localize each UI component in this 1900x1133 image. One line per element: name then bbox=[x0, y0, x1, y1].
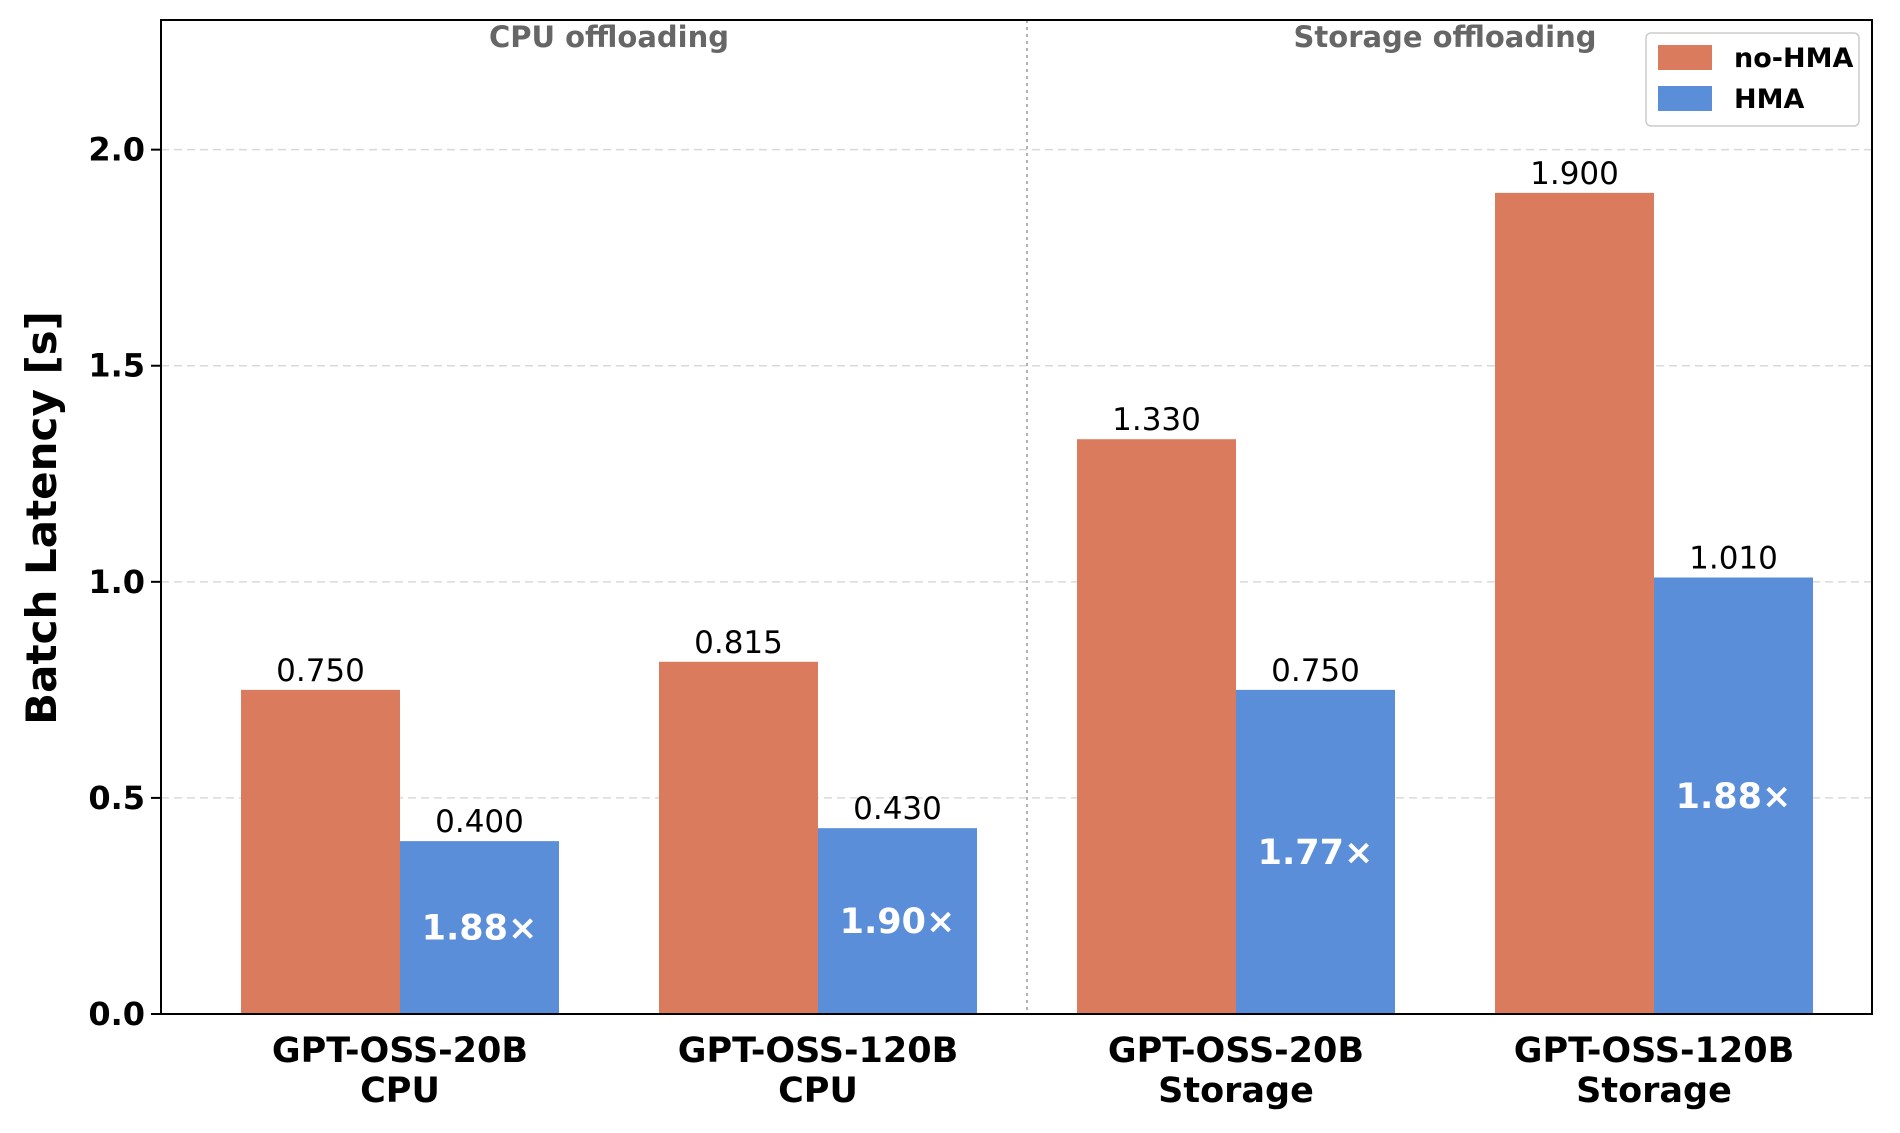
y-tick-label-3: 1.5 bbox=[88, 347, 145, 385]
bar-no-hma-1 bbox=[659, 661, 818, 1014]
x-category-label-1: GPT-OSS-120B CPU bbox=[678, 1031, 959, 1111]
value-label-no-hma-0: 0.750 bbox=[276, 653, 365, 689]
legend-label-hma: HMA bbox=[1734, 84, 1804, 115]
y-axis-ticks: 0.0 0.5 1.0 1.5 2.0 bbox=[88, 131, 161, 1033]
group-annotations: CPU offloading Storage offloading bbox=[489, 20, 1597, 54]
legend: no-HMA HMA bbox=[1645, 32, 1860, 127]
group-annotation-1: Storage offloading bbox=[1294, 20, 1597, 54]
bar-hma-0 bbox=[400, 841, 559, 1014]
speedup-label-2: 1.77× bbox=[1258, 833, 1374, 873]
speedup-label-3: 1.88× bbox=[1676, 777, 1792, 817]
y-tick-label-1: 0.5 bbox=[88, 779, 145, 817]
y-tick-label-4: 2.0 bbox=[88, 131, 145, 169]
value-label-no-hma-3: 1.900 bbox=[1530, 156, 1619, 192]
bars bbox=[241, 192, 1813, 1014]
x-axis-category-labels: GPT-OSS-20B CPU GPT-OSS-120B CPU GPT-OSS-20B… bbox=[272, 1031, 1794, 1111]
bar-hma-1 bbox=[818, 828, 977, 1014]
y-tick-label-0: 0.0 bbox=[88, 995, 145, 1033]
x-category-label-2: GPT-OSS-20B Storage bbox=[1108, 1031, 1364, 1111]
bar-hma-2 bbox=[1236, 689, 1395, 1014]
x-category-label-0: GPT-OSS-20B CPU bbox=[272, 1031, 528, 1111]
speedup-label-0: 1.88× bbox=[422, 909, 538, 949]
group-annotation-0: CPU offloading bbox=[489, 20, 729, 54]
y-axis-title: Batch Latency [s] bbox=[17, 311, 66, 725]
bar-no-hma-3 bbox=[1495, 192, 1654, 1014]
legend-swatch-no-hma bbox=[1658, 45, 1712, 70]
legend-label-no-hma: no-HMA bbox=[1734, 43, 1853, 74]
value-label-no-hma-2: 1.330 bbox=[1112, 402, 1201, 438]
value-label-hma-3: 1.010 bbox=[1689, 541, 1778, 577]
bar-no-hma-0 bbox=[241, 689, 400, 1014]
value-label-hma-2: 0.750 bbox=[1271, 653, 1360, 689]
value-label-hma-1: 0.430 bbox=[853, 791, 942, 827]
value-label-hma-0: 0.400 bbox=[435, 804, 524, 840]
legend-swatch-hma bbox=[1658, 86, 1712, 111]
speedup-label-1: 1.90× bbox=[840, 902, 956, 942]
value-label-no-hma-1: 0.815 bbox=[694, 625, 783, 661]
speedup-labels: 1.88× 1.90× 1.77× 1.88× bbox=[422, 777, 1792, 949]
bar-value-labels: 0.750 0.815 1.330 1.900 0.400 0.430 0.750 1.010 bbox=[276, 156, 1778, 840]
bar-no-hma-2 bbox=[1077, 439, 1236, 1014]
plot-frame bbox=[160, 19, 1873, 1015]
bar-hma-3 bbox=[1654, 577, 1813, 1014]
y-tick-label-2: 1.0 bbox=[88, 563, 145, 601]
x-category-label-3: GPT-OSS-120B Storage bbox=[1514, 1031, 1795, 1111]
